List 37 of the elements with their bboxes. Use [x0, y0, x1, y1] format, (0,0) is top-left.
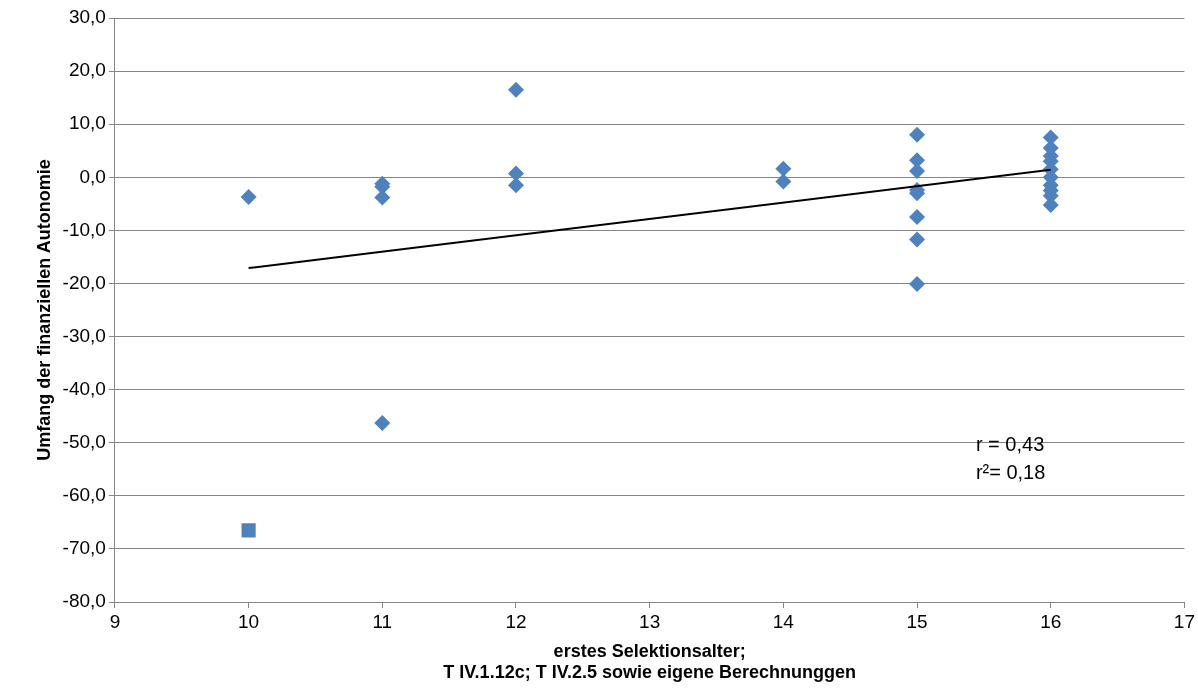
point	[775, 173, 792, 190]
x-tick-label: 13	[639, 610, 661, 632]
x-tick-label: 16	[1040, 610, 1062, 632]
x-tick-label: 9	[109, 610, 121, 632]
y-tick-label: -10,0	[62, 218, 106, 240]
y-tick-label: -50,0	[62, 430, 106, 452]
point	[374, 415, 391, 432]
y-tick-label: 10,0	[68, 112, 106, 134]
y-axis-title: Umfang der finanziellen Autonomie	[33, 159, 54, 461]
point	[775, 160, 792, 177]
point	[240, 188, 257, 205]
y-tick-label: -20,0	[62, 271, 106, 293]
point	[241, 523, 256, 538]
y-tick-label: -70,0	[62, 537, 106, 559]
x-tick-label: 12	[505, 610, 527, 632]
y-tick-label: 20,0	[68, 59, 106, 81]
point	[909, 209, 926, 226]
y-tick-label: 0,0	[79, 165, 106, 187]
y-tick-label: -30,0	[62, 324, 106, 346]
point	[507, 165, 524, 182]
y-tick-label: 30,0	[68, 6, 106, 28]
x-tick-label: 17	[1173, 610, 1195, 632]
annotation: r²= 0,18	[975, 461, 1046, 484]
x-tick-label: 14	[772, 610, 795, 632]
x-tick-label: 11	[372, 610, 393, 632]
x-axis-title: erstes Selektionsalter; T IV.1.12c; T IV.2.5 sowie eigene Berechnunggen	[443, 640, 857, 683]
x-tick-label: 15	[906, 610, 928, 632]
y-tick-label: -40,0	[62, 377, 106, 399]
point	[909, 275, 926, 292]
point	[507, 177, 524, 194]
x-tick-label: 10	[238, 610, 260, 632]
annotation: r = 0,43	[975, 433, 1045, 456]
point	[909, 231, 926, 248]
point	[909, 126, 926, 143]
point	[507, 81, 524, 98]
y-tick-label: -80,0	[62, 590, 106, 612]
y-tick-label: -60,0	[62, 484, 106, 506]
